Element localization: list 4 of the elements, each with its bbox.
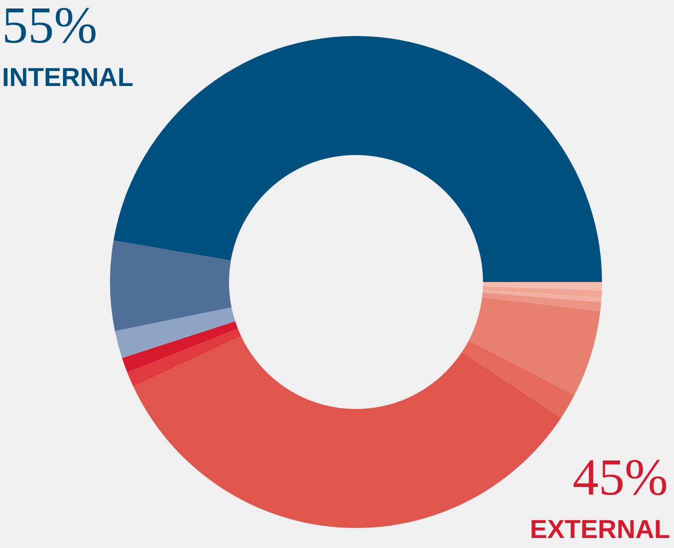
- text: INTERNAL: [2, 62, 134, 92]
- text: 55%: [2, 0, 98, 54]
- text: EXTERNAL: [530, 514, 670, 544]
- text: 45%: [572, 450, 668, 506]
